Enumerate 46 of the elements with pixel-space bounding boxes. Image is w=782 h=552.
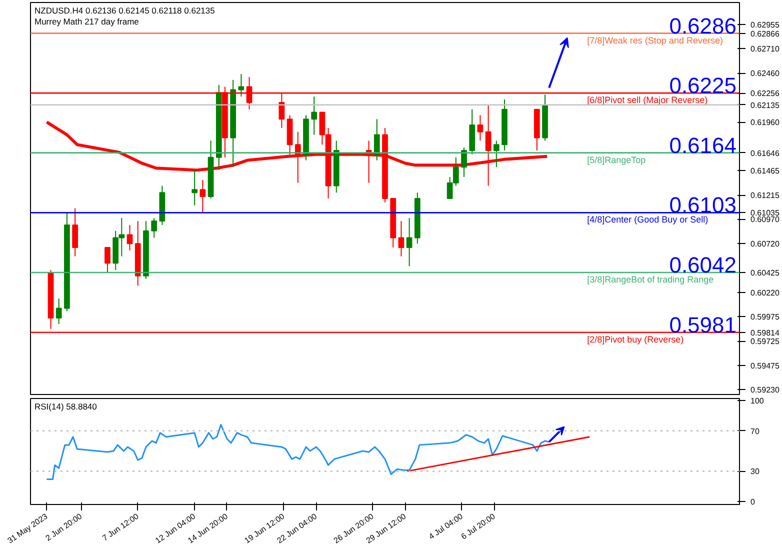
y-tick-label: 0.61215 [750, 191, 780, 200]
y-tick-label: 0.59230 [750, 386, 780, 395]
line-series [46, 424, 550, 480]
candlestick [398, 220, 404, 257]
y-tick-label: 0.62256 [750, 89, 780, 98]
y-tick-label: 0.62955 [750, 20, 780, 30]
candlestick [238, 74, 244, 98]
candlestick [151, 218, 157, 238]
y-tick-label: 0.62460 [750, 69, 780, 78]
candlestick [477, 114, 484, 142]
y-tick-label: 100 [750, 396, 764, 406]
y-tick-label: 0.62866 [750, 29, 780, 38]
candlestick [200, 179, 206, 213]
candlestick [104, 247, 110, 274]
candlestick [192, 170, 198, 206]
annotation: 0.6164 [669, 132, 737, 158]
y-tick-label: 0 [750, 497, 756, 506]
candlestick [72, 208, 78, 257]
chart-title: NZDUSD.H4 0.62136 0.62145 0.62118 0.62135 [34, 6, 216, 16]
y-tick-label: 0.60425 [750, 268, 780, 278]
y-tick-label: 0.59475 [750, 362, 780, 371]
y-tick-label: 0.59814 [750, 328, 780, 338]
candlestick [311, 96, 318, 136]
y-tick-label: 0.60720 [750, 240, 780, 249]
y-tick-label: 0.62710 [750, 44, 780, 54]
candlestick [406, 218, 412, 267]
y-tick-label: 0.61960 [750, 118, 780, 128]
y-tick-label: 0.60970 [750, 215, 780, 224]
chart-title: RSI(14) 58.8840 [34, 402, 98, 412]
y-tick-label: 0.60220 [750, 288, 780, 298]
y-tick-label: 0.61465 [750, 166, 780, 176]
y-tick-label: 70 [750, 426, 760, 436]
y-tick-label: 0.59725 [750, 337, 780, 346]
ref-line-label: [4/8]Center (Good Buy or Sell) [587, 214, 708, 225]
y-tick-label: 0.61646 [750, 148, 780, 158]
text: Murrey Math 217 day frame [34, 16, 140, 26]
y-tick-label: 0.62135 [750, 100, 780, 110]
candlestick [56, 298, 62, 324]
ref-line-label: [6/8]Pivot sell (Major Reverse) [587, 95, 708, 106]
candlestick [461, 147, 467, 178]
candlestick [374, 118, 380, 161]
candlestick [126, 224, 133, 251]
candlestick [493, 140, 500, 168]
y-tick-label: 30 [750, 467, 760, 476]
y-tick-label: 0.59975 [750, 312, 780, 322]
ref-line-label: [5/8]RangeTop [587, 154, 646, 165]
